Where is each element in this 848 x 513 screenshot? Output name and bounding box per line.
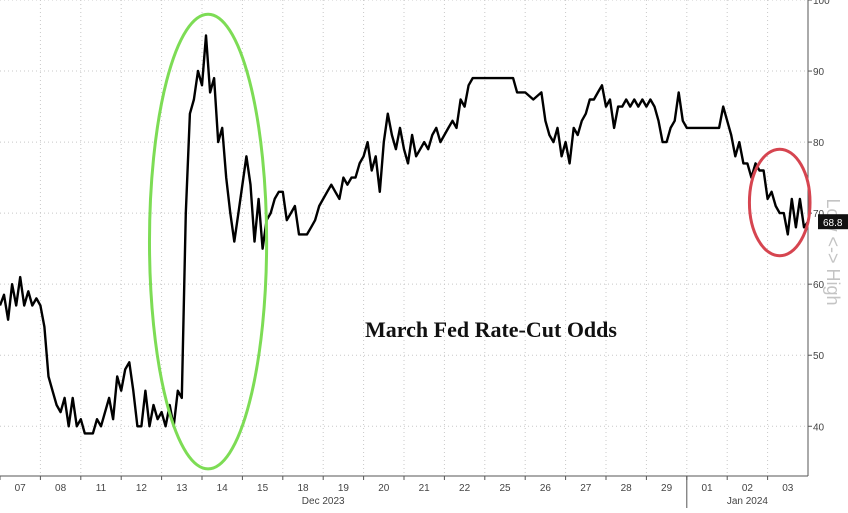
- y-tick-label: 90: [813, 67, 825, 78]
- x-tick-label: 19: [338, 483, 350, 494]
- x-tick-label: 21: [419, 483, 431, 494]
- x-tick-label: 01: [701, 483, 713, 494]
- x-tick-label: 14: [217, 483, 229, 494]
- x-tick-label: 02: [742, 483, 754, 494]
- y-tick-label: 100: [813, 0, 830, 7]
- series-line: [0, 34, 809, 435]
- last-value-badge-bg: [818, 214, 848, 230]
- x-tick-label: 08: [55, 483, 67, 494]
- series-layer: [0, 34, 809, 435]
- highlight-ellipse-red: [747, 147, 812, 258]
- x-tick-label: 27: [580, 483, 592, 494]
- last-value-label: 68.8: [823, 218, 843, 229]
- y-tick-label: 80: [813, 138, 825, 149]
- y-tick-label: 60: [813, 280, 825, 291]
- y-tick-label: 50: [813, 351, 825, 362]
- annotations: [147, 12, 812, 471]
- x-tick-label: 22: [459, 483, 471, 494]
- x-tick-label: 11: [96, 483, 107, 494]
- x-tick-label: 03: [782, 483, 794, 494]
- x-tick-label: 18: [297, 483, 309, 494]
- x-tick-label: 26: [540, 483, 552, 494]
- last-value-badge: 68.8: [818, 214, 848, 230]
- grid: [0, 0, 808, 476]
- x-period-label-2023: Dec 2023: [302, 496, 345, 507]
- chart-title: March Fed Rate-Cut Odds: [365, 317, 617, 342]
- x-tick-label: 13: [176, 483, 188, 494]
- x-tick-label: 07: [15, 483, 27, 494]
- x-tick-label: 29: [661, 483, 673, 494]
- y-tick-label: 40: [813, 422, 825, 433]
- x-tick-label: 15: [257, 483, 269, 494]
- highlight-ellipse-green: [147, 12, 269, 471]
- x-tick-label: 20: [378, 483, 390, 494]
- x-tick-label: 12: [136, 483, 148, 494]
- x-tick-label: 28: [621, 483, 633, 494]
- x-period-label-2024: Jan 2024: [727, 496, 769, 507]
- x-tick-label: 25: [499, 483, 511, 494]
- axes: 4050607080901000708111213141518192021222…: [0, 0, 830, 508]
